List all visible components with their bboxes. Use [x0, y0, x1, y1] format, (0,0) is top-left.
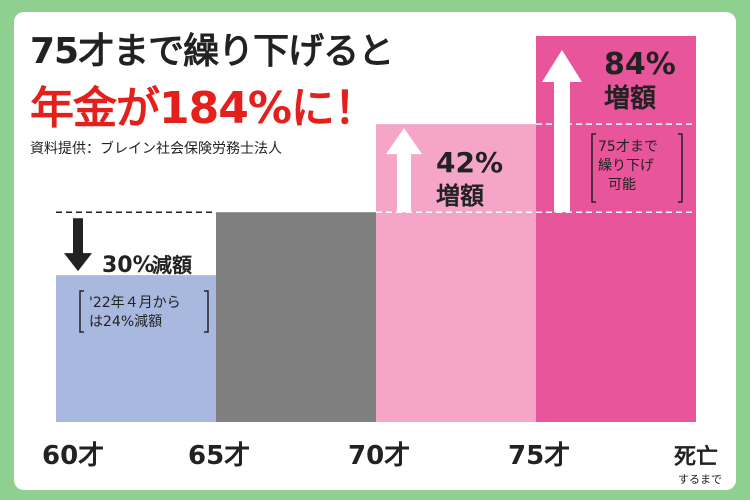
increase-42-label: 増額 — [436, 182, 484, 210]
increase-84-note-bracket — [591, 133, 683, 203]
increase-84-percent: 84% — [604, 47, 676, 82]
infographic-card: 75才まで繰り下げると 年金が184%に！ 資料提供：ブレイン社会保険労務士法人… — [14, 12, 736, 490]
up-arrow-42-icon — [386, 128, 422, 213]
reduction-note-line1: '22年４月から — [89, 295, 181, 311]
x-tick-70才: 70才 — [348, 441, 410, 471]
reduction-note-bracket — [79, 290, 209, 333]
headline-highlight: 年金が184%に！ — [30, 83, 378, 134]
increase-84-note-line1: 75才まで — [598, 139, 658, 155]
up-arrow-84-icon — [542, 50, 582, 213]
increase-84-label: 増額 — [604, 84, 656, 114]
x-tick-60才: 60才 — [42, 441, 104, 471]
x-tick-75才: 75才 — [508, 441, 570, 471]
reduction-label: 減額 — [152, 253, 192, 277]
pension-bar-chart: 30% 減額 '22年４月から は24%減額 42% 増額 84% 増額 75才… — [42, 36, 722, 486]
x-tick-死亡: 死亡 — [674, 444, 718, 470]
increase-84-note-line2: 繰り下げ — [598, 158, 654, 174]
increase-84-note-line3: 可能 — [608, 177, 636, 193]
bar-60才 — [56, 275, 216, 422]
reduction-note-line2: は24%減額 — [89, 313, 162, 330]
reduction-percent: 30% — [102, 253, 155, 278]
x-tick-65才: 65才 — [188, 441, 250, 471]
bar-65才 — [216, 212, 376, 422]
increase-42-percent: 42% — [436, 146, 503, 179]
source-credit: 資料提供：ブレイン社会保険労務士法人 — [30, 141, 282, 157]
down-arrow-icon — [64, 218, 92, 272]
headline: 75才まで繰り下げると — [30, 31, 394, 72]
x-end-sublabel: するまで — [678, 473, 722, 486]
